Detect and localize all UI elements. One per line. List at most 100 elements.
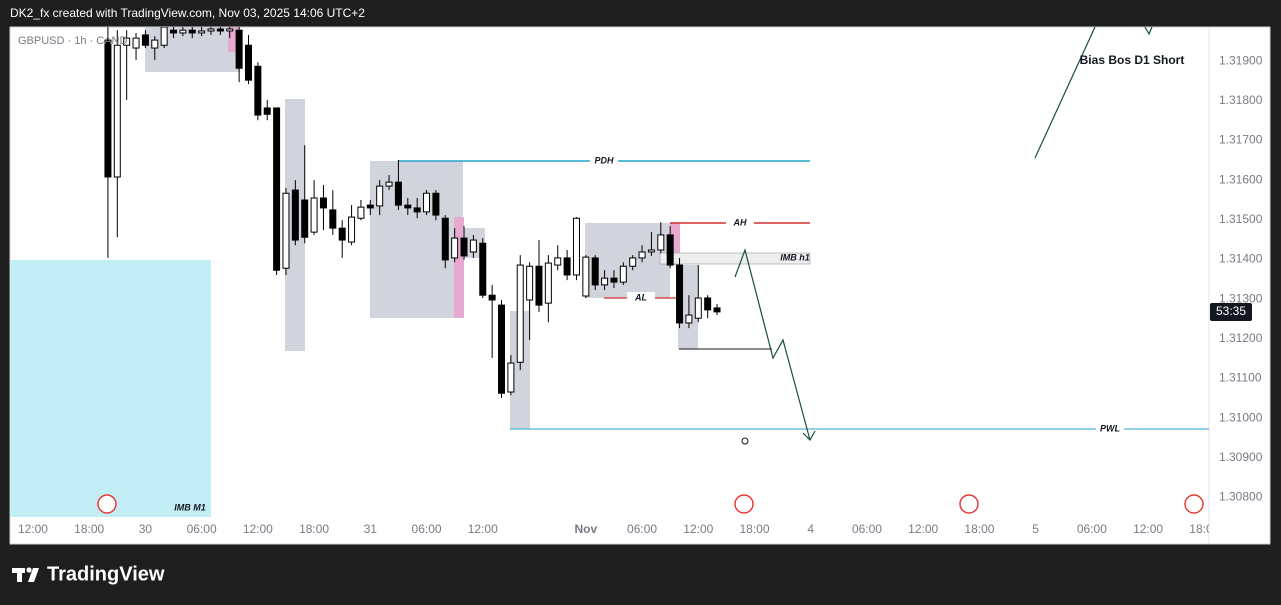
x-tick-label: 12:00 [908,522,938,536]
y-tick-label: 1.31200 [1219,331,1263,345]
countdown: 53:35 [1216,304,1246,318]
y-tick-label: 1.31500 [1219,212,1263,226]
logo-shape [26,567,32,573]
x-tick-label: 18:00 [74,522,104,536]
candle-body [198,30,206,34]
symbol-legend: GBPUSD · 1h · CAND [18,35,127,47]
drawings: PDH AH AL IMB h1 IMB M1 PWL Bias Bos D1 Short [10,27,1209,517]
y-tick-label: 1.30900 [1219,450,1263,464]
bias-path [1144,27,1153,36]
projection-path [734,247,811,441]
candle-body [554,257,562,266]
zone [670,223,680,265]
candle-body [413,207,421,213]
candles [104,27,721,398]
y-tick-label: 1.31000 [1219,410,1263,424]
candle-body [132,37,140,49]
bias-path [1034,27,1096,159]
header-text: DK2_fx created with TradingView.com, Nov… [10,6,365,20]
candle-body [282,192,290,269]
x-tick-label: 06:00 [627,522,657,536]
y-axis: 1.31900 1.31800 1.31700 1.31600 1.31500 1.314… [1219,53,1263,503]
event-icon[interactable] [734,494,754,514]
x-tick-label: 12:00 [468,522,498,536]
candle-body [291,189,299,241]
candle-body [348,216,356,243]
candle-body [713,307,721,313]
y-tick-label: 1.31100 [1219,371,1262,385]
countdown-box [1210,303,1252,321]
candle-body [535,265,543,306]
candle-body [563,257,571,276]
candle-body [657,234,665,251]
event-icon[interactable] [959,494,979,514]
candle-body [329,209,337,229]
candle-body [366,204,374,209]
candle-body [479,242,487,296]
annotation: Bias Bos D1 Short [1080,53,1185,67]
candle-body [226,28,234,32]
zone [454,217,464,318]
candle-body [394,181,402,206]
candle-body [647,249,655,253]
logo-shape [17,568,22,582]
zone [228,27,238,52]
x-tick-label: 18:00 [299,522,329,536]
annotation: IMB M1 [174,502,206,512]
event-icons [97,494,1204,514]
candle-body [104,39,112,178]
candle-body [507,362,515,393]
x-tick-label: 12:00 [683,522,713,536]
candle-body [704,297,712,311]
candle-body [151,39,159,49]
candle-body [376,185,384,207]
candle-body [432,192,440,216]
y-tick-label: 1.31700 [1219,133,1263,147]
y-tick-label: 1.31600 [1219,172,1263,186]
candle-body [488,294,496,301]
candle-body [273,107,281,271]
candle-body [460,237,468,257]
candle-body [469,239,477,253]
annotation: PDH [594,155,614,165]
y-tick-label: 1.31300 [1219,291,1263,305]
candle-body [582,256,590,297]
candle-body [338,227,346,241]
x-axis: 12:00 18:00 30 06:00 12:00 18:00 31 06:00 12:00 N… [18,522,1219,536]
zone [585,223,670,298]
zone [370,161,463,318]
y-tick-label: 1.31400 [1219,252,1263,266]
x-tick-label: 12:00 [1133,522,1163,536]
candle-body [170,29,178,34]
annotation-bg [627,292,655,304]
x-tick-label: 4 [807,522,814,536]
x-tick-label: 06:00 [852,522,882,536]
candle-body [263,107,271,115]
x-tick-label: 18:00 [1189,522,1219,536]
candle-body [301,199,309,238]
annotation: PWL [1100,423,1120,433]
candle-body [254,65,262,116]
event-icon[interactable] [1184,494,1204,514]
candle-body [676,264,684,324]
candle-body [123,37,131,46]
candle-body [216,28,224,32]
candle-body [441,217,449,261]
event-icon[interactable] [97,494,117,514]
x-tick-label: Nov [575,522,598,536]
annotation-bg [726,217,754,229]
candle-body [141,34,149,46]
annotation: IMB h1 [780,252,810,262]
candle-body [591,257,599,286]
candle-body [685,314,693,324]
brand-text: TradingView [47,563,165,585]
x-tick-label: 12:00 [18,522,48,536]
candle-body [404,204,412,209]
candle-body [610,277,618,283]
y-tick-label: 1.30800 [1219,490,1263,504]
candle-body [451,237,459,259]
imb-h1-box [659,252,811,265]
candle-body [516,264,524,363]
